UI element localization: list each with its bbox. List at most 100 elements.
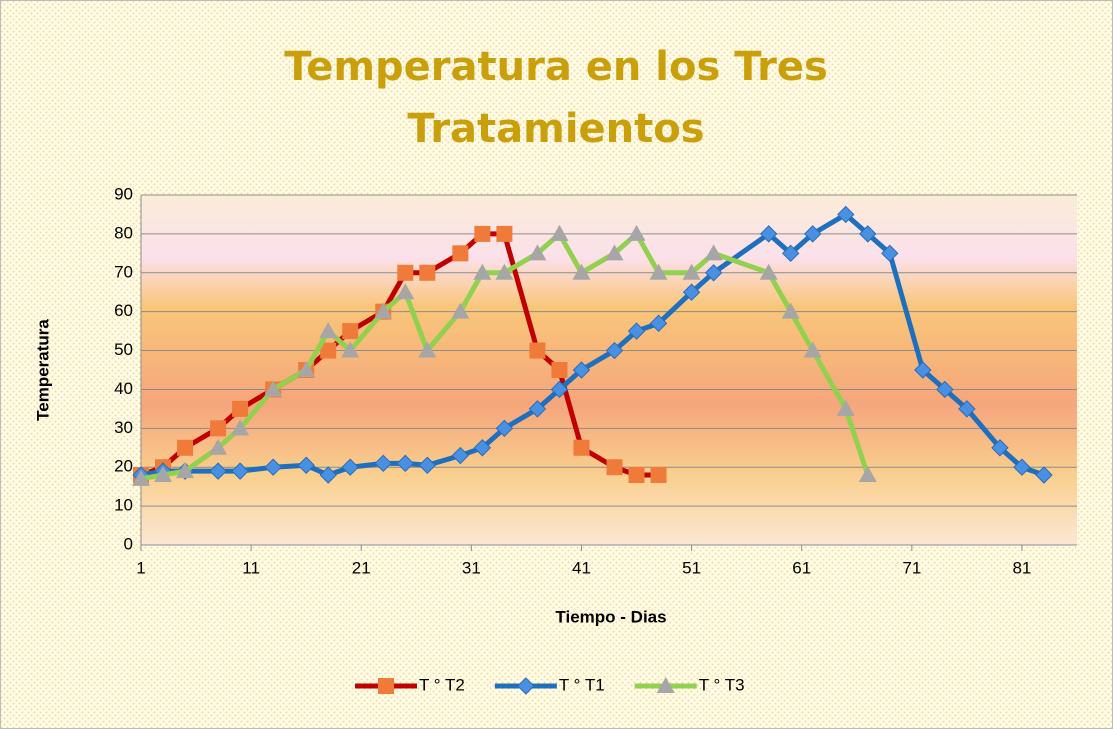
marker [605,341,624,360]
marker [704,264,723,282]
marker [231,419,250,436]
marker [529,342,546,359]
marker [396,454,414,473]
marker [649,314,668,333]
marker [573,439,590,456]
marker [1035,466,1053,484]
marker [297,361,316,377]
marker [627,322,646,340]
x-tick-label: 1 [136,558,145,577]
marker [804,225,822,243]
marker [836,399,855,416]
marker [781,302,800,319]
plot-area [141,195,1077,545]
x-tick-label: 71 [902,558,921,577]
y-tick-label: 40 [114,379,133,398]
marker [341,341,360,358]
marker [397,264,414,281]
marker [176,462,195,479]
marker [473,439,492,457]
marker [418,456,437,474]
marker [759,263,778,280]
marker [881,244,899,263]
marker [627,224,646,241]
marker [606,459,623,476]
y-tick-label: 80 [114,223,133,242]
marker [232,400,249,417]
marker [495,263,514,280]
marker [605,244,624,261]
marker [231,462,249,480]
marker [495,419,514,438]
marker [551,362,568,378]
y-tick-label: 10 [114,496,133,515]
marker [550,224,569,241]
marker [958,400,976,418]
x-axis-label: Tiempo - Dias [555,607,666,626]
marker [572,361,591,379]
marker [650,467,667,483]
y-tick-label: 90 [114,184,133,203]
marker [341,458,359,476]
marker [342,323,359,340]
marker [209,438,228,455]
y-tick-label: 20 [114,457,133,476]
x-tick-label: 61 [792,558,811,577]
marker [682,263,701,280]
marker [451,446,470,465]
marker [132,469,150,486]
x-tick-label: 21 [352,558,371,577]
legend-marker [656,677,675,693]
marker [320,342,337,359]
marker [451,302,470,319]
x-tick-label: 41 [572,558,591,577]
x-tick-label: 51 [682,558,701,577]
chart-title: Temperatura en los Tres Tratamientos [284,44,828,152]
y-tick-label: 70 [114,262,133,281]
marker [452,245,469,262]
legend-marker [517,677,535,695]
marker [628,467,645,483]
marker [858,466,877,482]
marker [319,466,337,484]
legend-label: T ° T3 [699,675,745,694]
marker [264,458,282,476]
marker [991,439,1009,457]
legend-marker [378,678,394,694]
marker [914,361,932,379]
marker [803,341,822,358]
marker [297,456,315,474]
x-tick-label: 81 [1012,558,1031,577]
marker [374,302,393,319]
y-tick-label: 0 [124,534,133,553]
marker [210,420,227,437]
marker [154,466,173,482]
marker [682,283,701,301]
y-axis-label: Temperatura [33,319,52,421]
marker [209,462,227,480]
marker [1013,458,1031,476]
marker [781,244,800,263]
marker [473,263,492,280]
marker [177,439,194,456]
marker [528,400,547,418]
y-tick-label: 50 [114,340,133,359]
marker [704,244,723,261]
marker [859,225,877,243]
marker [496,225,513,242]
marker [474,225,491,242]
series-line [140,231,871,482]
marker [649,263,668,280]
legend-label: T ° T1 [559,675,605,694]
x-tick-label: 31 [462,558,481,577]
marker [319,322,338,339]
y-tick-label: 60 [114,301,133,320]
marker [396,283,415,300]
marker [837,205,855,224]
marker [419,264,436,281]
marker [936,380,954,399]
marker [264,380,283,397]
marker [418,341,437,358]
